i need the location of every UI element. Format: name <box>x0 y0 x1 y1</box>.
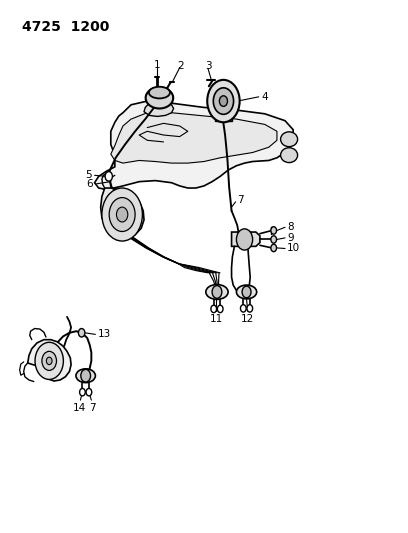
Polygon shape <box>28 340 71 381</box>
Text: 12: 12 <box>241 314 255 324</box>
Circle shape <box>242 286 251 298</box>
Circle shape <box>271 244 277 252</box>
Ellipse shape <box>281 132 297 147</box>
Text: 11: 11 <box>210 314 223 324</box>
Circle shape <box>271 227 277 234</box>
Text: 4725  1200: 4725 1200 <box>22 20 109 34</box>
Polygon shape <box>144 101 174 116</box>
Text: 7: 7 <box>89 403 96 413</box>
Text: 13: 13 <box>98 329 111 340</box>
Circle shape <box>35 342 63 379</box>
Circle shape <box>236 229 253 250</box>
Circle shape <box>42 351 56 370</box>
Ellipse shape <box>76 369 95 383</box>
Ellipse shape <box>146 87 173 109</box>
Text: 4: 4 <box>262 92 268 102</box>
Circle shape <box>109 198 135 231</box>
Text: 8: 8 <box>287 222 294 232</box>
Ellipse shape <box>149 87 170 99</box>
Circle shape <box>212 286 222 298</box>
Circle shape <box>47 357 52 365</box>
Ellipse shape <box>206 285 228 300</box>
Text: 9: 9 <box>287 233 294 243</box>
Text: 3: 3 <box>205 61 211 71</box>
Polygon shape <box>232 232 260 246</box>
Text: 6: 6 <box>87 179 93 189</box>
Circle shape <box>207 80 239 122</box>
Circle shape <box>271 236 277 243</box>
Text: 2: 2 <box>177 61 184 70</box>
Polygon shape <box>95 101 293 190</box>
Text: 14: 14 <box>73 403 86 413</box>
Polygon shape <box>111 113 277 163</box>
Circle shape <box>78 328 85 337</box>
Circle shape <box>213 88 234 114</box>
Circle shape <box>81 369 91 382</box>
Circle shape <box>247 305 253 312</box>
Circle shape <box>80 389 85 396</box>
Text: 1: 1 <box>154 60 161 70</box>
Circle shape <box>217 305 223 313</box>
Text: 10: 10 <box>287 244 300 254</box>
Circle shape <box>102 188 142 241</box>
Polygon shape <box>215 110 232 120</box>
Circle shape <box>240 305 246 312</box>
Circle shape <box>105 172 113 181</box>
Ellipse shape <box>236 285 257 299</box>
Circle shape <box>116 207 128 222</box>
Ellipse shape <box>281 148 297 163</box>
Circle shape <box>220 96 228 107</box>
Circle shape <box>86 389 92 396</box>
Polygon shape <box>101 188 144 237</box>
Text: 7: 7 <box>237 195 244 205</box>
Text: 5: 5 <box>85 171 91 180</box>
Circle shape <box>211 305 217 313</box>
